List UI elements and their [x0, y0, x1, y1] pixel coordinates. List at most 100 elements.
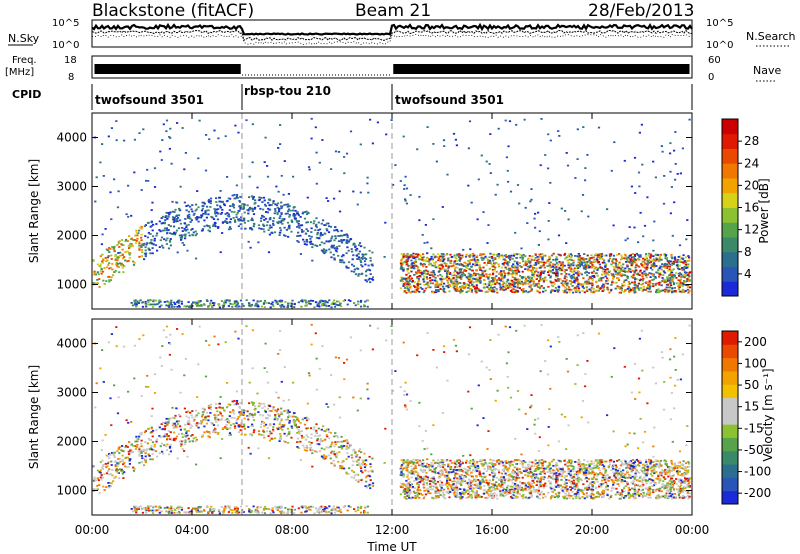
power-cell: [625, 257, 628, 260]
velocity-cell: [648, 461, 651, 463]
power-cell: [316, 232, 319, 234]
power-cell: [565, 273, 568, 275]
power-cell: [171, 304, 174, 306]
power-cell: [493, 268, 496, 271]
power-cell: [534, 212, 537, 215]
power-cell: [488, 284, 491, 287]
power-cell: [665, 258, 668, 261]
power-cell: [467, 287, 470, 289]
velocity-cell: [503, 480, 506, 483]
power-cell: [348, 261, 351, 264]
power-cell: [489, 286, 493, 289]
power-cell: [406, 269, 409, 272]
nave-tick-high: 60: [708, 55, 721, 66]
power-cell: [250, 227, 253, 230]
power-cell: [672, 283, 675, 286]
power-cell: [321, 139, 324, 141]
power-cell: [434, 256, 437, 259]
power-cell: [198, 216, 201, 219]
power-cell: [662, 270, 665, 273]
power-cell: [341, 234, 344, 237]
velocity-cell: [174, 437, 177, 440]
power-cell: [205, 299, 209, 301]
power-cell: [661, 263, 664, 265]
power-cell: [495, 288, 498, 291]
velocity-cell: [500, 460, 503, 463]
power-cell: [408, 280, 411, 282]
power-cell: [665, 263, 668, 266]
velocity-cell: [223, 409, 226, 412]
power-cell: [475, 277, 478, 280]
power-cell: [439, 273, 442, 276]
power-cell: [134, 302, 137, 305]
power-cell: [601, 261, 604, 264]
velocity-cell: [335, 452, 338, 454]
velocity-cell: [341, 465, 344, 468]
power-cell: [570, 259, 573, 261]
velocity-cell: [140, 452, 143, 454]
power-cell: [103, 267, 106, 269]
velocity-cell: [259, 413, 262, 416]
power-cell: [346, 242, 349, 244]
power-cell: [276, 303, 279, 305]
power-cell: [337, 254, 340, 257]
power-cell: [228, 209, 231, 211]
power-cell: [620, 289, 623, 292]
power-cell: [345, 233, 348, 236]
power-cell: [257, 224, 261, 227]
power-cell: [106, 259, 109, 262]
power-cell: [414, 256, 417, 259]
velocity-cell: [106, 465, 109, 468]
power-cell: [686, 260, 689, 262]
power-cell: [516, 290, 520, 293]
velocity-cell: [119, 457, 122, 460]
velocity-cell: [501, 493, 504, 496]
power-cell: [137, 302, 140, 304]
power-cell: [333, 229, 336, 232]
power-cell: [475, 263, 478, 265]
power-cell: [438, 264, 441, 267]
velocity-cell: [205, 430, 209, 433]
velocity-cell: [191, 416, 194, 419]
power-cell: [170, 299, 173, 302]
velocity-cell: [268, 410, 271, 413]
power-cell: [652, 255, 655, 258]
power-cell: [322, 219, 325, 222]
power-cell: [580, 210, 583, 213]
power-cell: [339, 259, 342, 261]
velocity-cell: [252, 402, 255, 404]
velocity-cell: [137, 438, 140, 440]
velocity-cell: [117, 447, 120, 449]
velocity-cell: [441, 473, 444, 476]
power-cell: [131, 245, 134, 248]
velocity-cell: [322, 456, 325, 459]
power-cell: [365, 253, 368, 256]
power-cell: [485, 257, 488, 259]
power-cell: [468, 261, 471, 264]
power-cell: [255, 302, 258, 305]
power-cell: [196, 216, 199, 218]
power-cell: [214, 212, 217, 215]
velocity-cell: [218, 406, 221, 409]
power-cell: [657, 291, 660, 294]
power-cell: [626, 264, 629, 267]
power-cell: [498, 273, 501, 275]
power-cell: [280, 207, 283, 210]
power-cell: [285, 203, 288, 206]
velocity-cell: [130, 443, 133, 446]
power-cell: [509, 256, 512, 259]
power-cell: [455, 257, 458, 260]
freq-tick-low: 8: [68, 72, 74, 83]
power-cell: [608, 270, 611, 273]
power-cell: [203, 303, 206, 305]
power-cell: [249, 227, 252, 229]
power-cell: [436, 286, 439, 288]
power-cell: [135, 305, 138, 308]
power-cell: [533, 285, 536, 287]
power-cell: [474, 264, 477, 267]
velocity-cell: [254, 405, 257, 408]
power-cell: [664, 288, 667, 291]
power-cell: [261, 201, 264, 203]
power-cell: [511, 284, 514, 286]
power-cell: [661, 150, 664, 153]
